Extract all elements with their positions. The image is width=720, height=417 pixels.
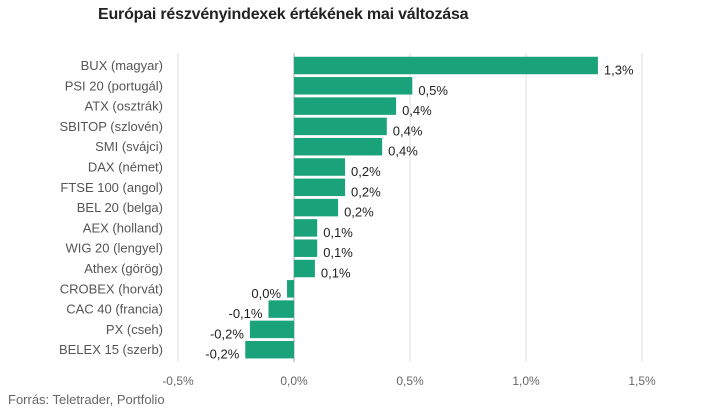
x-tick-label: 1,0% (512, 374, 540, 388)
chart-title: Európai részvényindexek értékének mai vá… (98, 6, 469, 23)
bar (294, 198, 339, 217)
bar (294, 117, 387, 136)
value-label: 0,2% (351, 164, 381, 179)
value-label: 0,4% (402, 103, 432, 118)
value-label: 0,4% (393, 123, 423, 138)
category-label: BEL 20 (belga) (77, 200, 163, 215)
category-label: Athex (görög) (84, 261, 163, 276)
bar (294, 97, 397, 115)
category-label: FTSE 100 (angol) (60, 180, 163, 195)
bar (245, 340, 294, 359)
bar (294, 259, 315, 278)
value-label: 0,1% (323, 245, 353, 260)
category-label: CAC 40 (francia) (66, 302, 163, 317)
category-label: PSI 20 (portugál) (65, 78, 163, 93)
category-label: BUX (magyar) (81, 58, 163, 73)
value-label: 0,2% (351, 184, 381, 199)
bar (287, 280, 294, 298)
value-label: 1,3% (604, 63, 634, 78)
category-label: SBITOP (szlovén) (59, 119, 163, 134)
bar (294, 219, 318, 237)
value-label: 0,1% (321, 266, 351, 281)
bar (268, 300, 294, 318)
category-label: CROBEX (horvát) (60, 281, 163, 296)
value-label: -0,2% (210, 326, 244, 341)
category-label: BELEX 15 (szerb) (59, 342, 163, 357)
category-label: PX (cseh) (106, 322, 163, 337)
x-tick-label: 0,5% (396, 374, 424, 388)
bar (294, 137, 383, 156)
category-label: SMI (svájci) (95, 139, 163, 154)
x-tick-label: -0,5% (162, 374, 194, 388)
bar (294, 178, 346, 197)
value-label: 0,5% (418, 83, 448, 98)
value-label: 0,1% (323, 225, 353, 240)
bar (249, 320, 294, 339)
category-label: AEX (holland) (83, 220, 163, 235)
category-label: ATX (osztrák) (85, 99, 164, 114)
category-label: DAX (német) (88, 160, 163, 175)
bar (294, 77, 413, 95)
source-note: Forrás: Teletrader, Portfolio (8, 392, 165, 407)
x-tick-label: 1,5% (628, 374, 656, 388)
value-label: -0,1% (229, 306, 263, 321)
value-label: 0,4% (388, 144, 418, 159)
bar (294, 56, 598, 75)
bar (294, 239, 318, 257)
x-tick-label: 0,0% (280, 374, 308, 388)
value-label: -0,2% (205, 347, 239, 362)
value-label: 0,0% (251, 286, 281, 301)
bar (294, 158, 346, 176)
value-label: 0,2% (344, 205, 374, 220)
category-label: WIG 20 (lengyel) (65, 241, 163, 256)
